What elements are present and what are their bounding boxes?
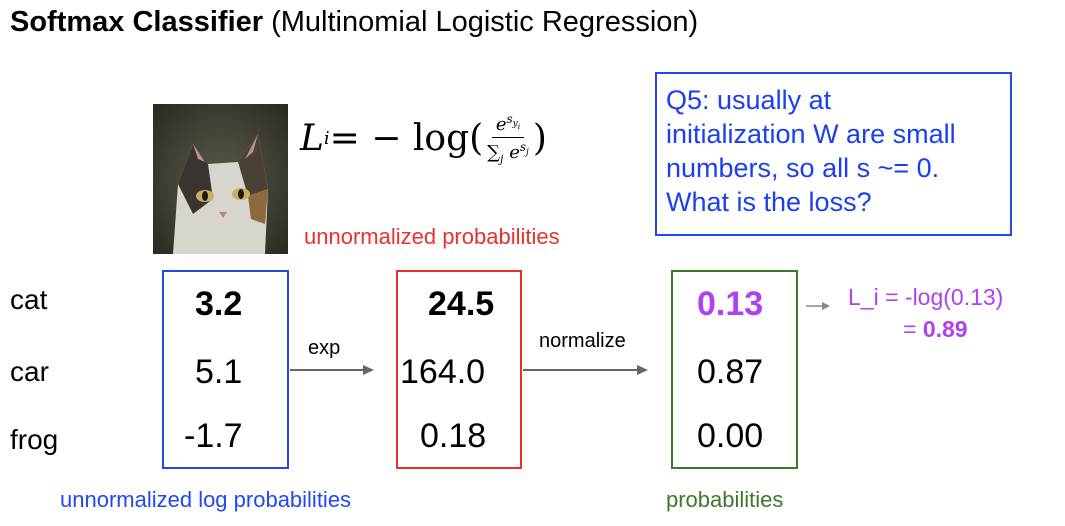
scores-box <box>162 270 289 469</box>
formula-close: ) <box>532 118 547 160</box>
score-frog: -1.7 <box>184 417 243 455</box>
formula-eq: = − log( <box>329 118 484 160</box>
title-bold: Softmax Classifier <box>10 6 264 38</box>
formula-numerator: esyi <box>491 112 525 138</box>
unnormalized-log-probabilities-note: unnormalized log probabilities <box>60 487 352 512</box>
normalize-arrow <box>523 365 648 375</box>
exp-cat: 24.5 <box>428 285 495 323</box>
formula-fraction: esyi ∑j esj <box>487 112 529 166</box>
class-label-cat: cat <box>10 284 48 315</box>
title-rest: (Multinomial Logistic Regression) <box>263 6 699 38</box>
loss-line-2: = 0.89 <box>903 316 968 343</box>
page-title: Softmax Classifier (Multinomial Logistic… <box>10 6 698 39</box>
question-line: What is the loss? <box>666 187 872 217</box>
class-label-frog: frog <box>10 424 59 455</box>
unnormalized-probabilities-note: unnormalized probabilities <box>304 224 560 249</box>
probabilities-note: probabilities <box>666 487 784 512</box>
exp-car: 164.0 <box>400 353 486 391</box>
exp-frog: 0.18 <box>420 417 487 455</box>
formula-denominator: ∑j esj <box>487 140 529 166</box>
formula-lhs: L <box>300 118 324 160</box>
prob-frog: 0.00 <box>697 417 764 455</box>
score-cat: 3.2 <box>195 285 243 323</box>
cat-image <box>153 104 288 254</box>
loss-prefix: = <box>903 316 923 342</box>
exp-label: exp <box>308 337 341 359</box>
prob-car: 0.87 <box>697 353 764 391</box>
class-label-car: car <box>10 356 49 387</box>
loss-arrow <box>806 302 830 310</box>
prob-cat: 0.13 <box>697 285 764 323</box>
formula-sub: i <box>323 128 330 150</box>
exp-arrow <box>290 365 374 375</box>
normalize-label: normalize <box>539 330 626 352</box>
loss-line-1: L_i = -log(0.13) <box>848 284 1004 310</box>
loss-value: 0.89 <box>922 316 968 342</box>
question-line: initialization W are small <box>666 119 956 149</box>
exp-values-box <box>396 270 522 469</box>
question-line: numbers, so all s ~= 0. <box>666 153 940 183</box>
probabilities-box <box>671 270 798 469</box>
question-line: Q5: usually at <box>666 85 832 115</box>
question-box: Q5: usually at initialization W are smal… <box>655 72 1012 236</box>
score-car: 5.1 <box>195 353 243 391</box>
